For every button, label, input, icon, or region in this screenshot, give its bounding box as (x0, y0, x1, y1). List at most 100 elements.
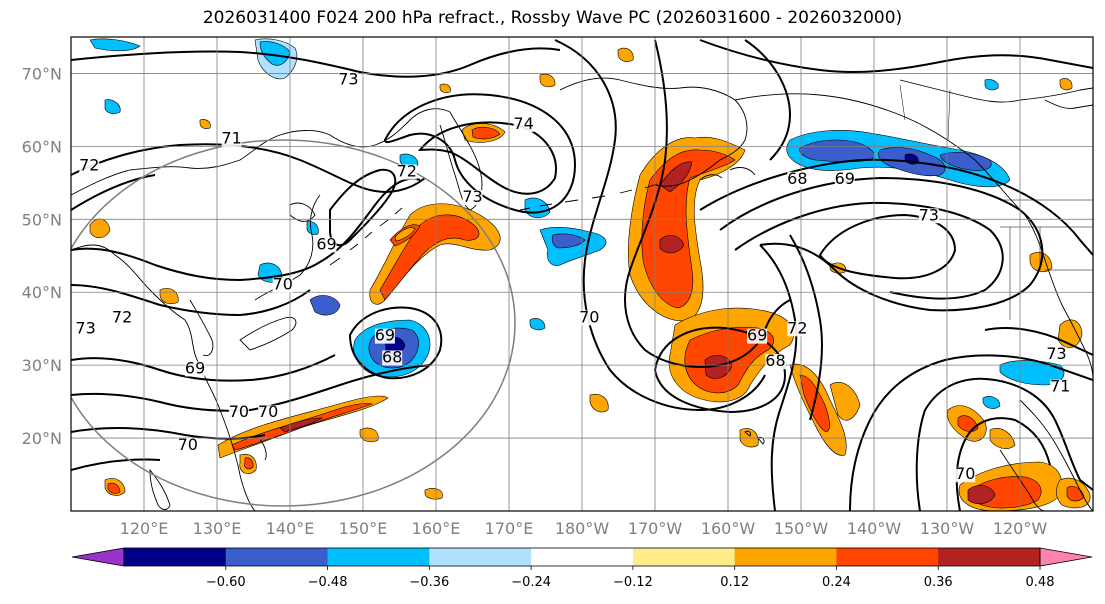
contour-label: 70 (579, 307, 599, 326)
contour-label: 73 (338, 70, 358, 89)
lat-tick-label: 60°N (22, 137, 62, 156)
contour-label-bg (374, 328, 395, 344)
refractivity-contours (71, 39, 1093, 511)
contour-label: 72 (397, 162, 417, 181)
lon-tick-label: 120°E (120, 519, 169, 538)
lat-tick-label: 20°N (22, 429, 62, 448)
contour-label: 73 (919, 205, 939, 224)
contour-label: 70 (258, 402, 278, 421)
colorbar-swatch (734, 548, 837, 566)
contour-label-bg (787, 321, 808, 337)
contour-label-bg (396, 164, 417, 180)
contour-label: 69 (747, 326, 767, 345)
longitude-axis: 120°E 130°E 140°E 150°E 160°E 170°E 180°W 170°W… (120, 519, 1048, 538)
colorbar-tick-label: 0.24 (822, 575, 851, 590)
colorbar-tick-label: −0.12 (613, 575, 653, 590)
contour-label: 72 (112, 307, 132, 326)
contour-label-bg (1050, 379, 1071, 395)
lon-tick-label: 120°W (993, 519, 1048, 538)
lon-tick-label: 150°W (774, 519, 829, 538)
colorbar-tick-label: 0.12 (720, 575, 749, 590)
contour-label-bg (747, 328, 768, 344)
rossby-wave-source-circle (71, 139, 516, 507)
contour-label: 70 (955, 464, 975, 483)
lon-tick-label: 170°E (485, 519, 534, 538)
contour-label-bg (579, 310, 600, 326)
contour-label-bg (258, 405, 279, 421)
map-frame (70, 36, 1094, 512)
map-title: 2026031400 F024 200 hPa refract., Rossby… (202, 8, 903, 28)
contour-label-bg (272, 277, 293, 293)
lon-tick-label: 140°W (847, 519, 902, 538)
contour-label: 68 (382, 348, 402, 367)
lat-tick-label: 50°N (22, 210, 62, 229)
contour-label-bg (513, 117, 534, 133)
contour-label: 68 (765, 351, 785, 370)
colorbar: −0.60 −0.48 −0.36 −0.24 −0.12 0.12 0.24 0.36 0.4… (71, 547, 1093, 590)
contour-label: 73 (462, 187, 482, 206)
lat-tick-label: 70°N (22, 64, 62, 83)
political-borders (899, 84, 1093, 320)
contour-label: 72 (787, 318, 807, 337)
lon-tick-label: 160°W (701, 519, 756, 538)
colorbar-swatch (327, 548, 430, 566)
contour-label: 73 (75, 318, 95, 337)
contour-label: 71 (1050, 377, 1070, 396)
contour-label: 71 (221, 129, 241, 148)
colorbar-swatch (225, 548, 329, 566)
contour-label-bg (185, 361, 206, 377)
contour-label: 72 (79, 156, 99, 175)
contour-label-bg (765, 354, 786, 370)
lon-tick-label: 160°E (412, 519, 461, 538)
contour-label: 69 (375, 326, 395, 345)
lon-tick-label: 180°W (555, 519, 610, 538)
contour-label-bg (918, 208, 939, 224)
contour-label-bg (75, 321, 96, 337)
contour-label-bg (338, 72, 359, 88)
contour-label: 70 (229, 402, 249, 421)
lat-tick-label: 40°N (22, 283, 62, 302)
colorbar-tick-label: −0.60 (206, 575, 246, 590)
lon-tick-label: 150°E (339, 519, 388, 538)
colorbar-tick-label: −0.36 (409, 575, 449, 590)
lon-tick-label: 140°E (266, 519, 315, 538)
colorbar-frame (123, 547, 1041, 567)
contour-label: 69 (316, 234, 336, 253)
colorbar-tick-label: −0.24 (511, 575, 551, 590)
contour-label: 68 (787, 169, 807, 188)
contour-label: 69 (835, 169, 855, 188)
contour-label-bg (316, 237, 337, 253)
contour-label-bg (112, 310, 133, 326)
contour-label-bg (1046, 346, 1067, 362)
contour-label-bg (79, 158, 100, 174)
contour-label-bg (834, 171, 855, 187)
colorbar-swatch (531, 548, 634, 566)
colorbar-max-extend (1039, 547, 1093, 567)
colorbar-tick-label: 0.48 (1026, 575, 1055, 590)
colorbar-swatch (632, 548, 736, 566)
contour-label-bg (177, 438, 198, 454)
lon-tick-label: 130°W (920, 519, 975, 538)
contour-label: 70 (273, 275, 293, 294)
colorbar-tick-label: 0.36 (924, 575, 953, 590)
colorbar-swatch (429, 548, 532, 566)
colorbar-min-extend (71, 547, 125, 567)
contour-label-bg (221, 131, 242, 147)
contour-label-bg (462, 190, 483, 206)
lon-tick-label: 170°W (628, 519, 683, 538)
contour-label-bg (228, 405, 249, 421)
lon-tick-label: 130°E (193, 519, 242, 538)
contour-label: 70 (178, 435, 198, 454)
lat-tick-label: 30°N (22, 356, 62, 375)
contour-label-bg (787, 171, 808, 187)
contour-label: 73 (1046, 344, 1066, 363)
contour-label-bg (955, 467, 976, 483)
colorbar-swatch (836, 548, 939, 566)
colorbar-tick-label: −0.48 (308, 575, 348, 590)
contour-label: 69 (185, 358, 205, 377)
colorbar-swatch (938, 548, 1041, 566)
latitude-axis: 20°N 30°N 40°N 50°N 60°N 70°N (22, 64, 62, 448)
